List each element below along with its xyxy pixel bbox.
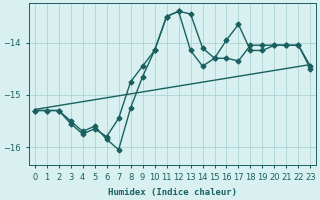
X-axis label: Humidex (Indice chaleur): Humidex (Indice chaleur) [108, 188, 237, 197]
